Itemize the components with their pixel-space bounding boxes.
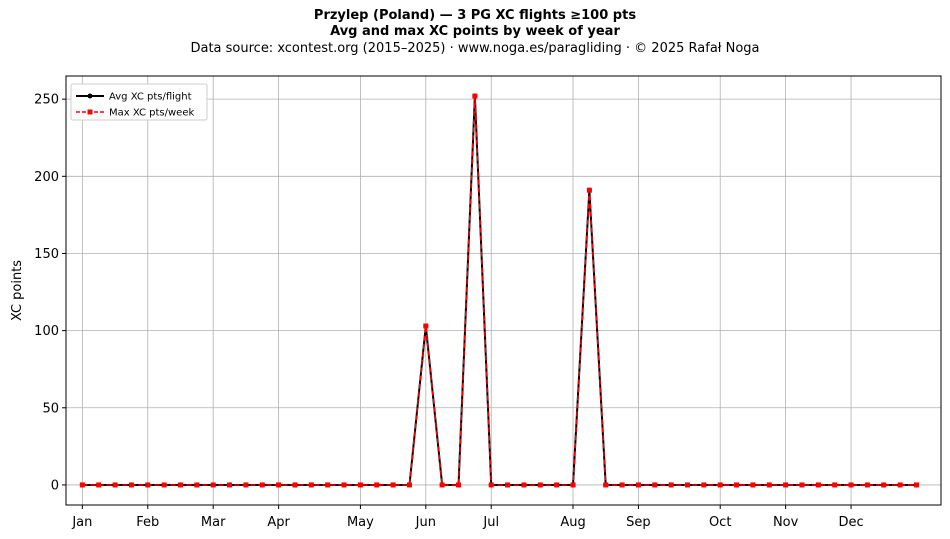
chart-source-note: Data source: xcontest.org (2015–2025) · …	[190, 41, 760, 56]
y-tick-label: 50	[42, 401, 59, 416]
data-point-max	[864, 482, 870, 488]
data-point-max	[390, 482, 396, 488]
data-point-max	[750, 482, 756, 488]
legend-box	[70, 83, 208, 121]
data-point-max	[128, 482, 134, 488]
data-point-max	[243, 482, 249, 488]
legend-label: Avg XC pts/flight	[109, 92, 192, 103]
data-point-max	[848, 482, 854, 488]
data-point-max	[635, 482, 641, 488]
data-point-max	[717, 482, 723, 488]
x-tick-label: Oct	[709, 515, 731, 530]
data-point-max	[897, 482, 903, 488]
legend: Avg XC pts/flight Max XC pts/week	[70, 83, 208, 121]
legend-label: Max XC pts/week	[109, 108, 194, 119]
data-point-max	[684, 482, 690, 488]
data-point-max	[554, 482, 560, 488]
data-point-max	[357, 482, 363, 488]
x-tick-label: Apr	[267, 515, 290, 530]
plot-frame	[65, 75, 942, 506]
x-tick-label: May	[347, 515, 374, 530]
data-point-max	[799, 482, 805, 488]
data-point-max	[96, 482, 102, 488]
y-tick-label: 150	[34, 247, 59, 262]
y-axis-label: XC points	[10, 260, 25, 321]
data-point-max	[374, 482, 380, 488]
data-point-max	[472, 93, 478, 99]
data-point-max	[406, 482, 412, 488]
legend-swatch-marker	[87, 93, 93, 99]
data-point-max	[881, 482, 887, 488]
data-point-max	[668, 482, 674, 488]
y-tick-label: 0	[51, 478, 59, 493]
data-point-max	[259, 482, 265, 488]
data-point-max	[832, 482, 838, 488]
data-point-max	[276, 482, 282, 488]
data-point-max	[619, 482, 625, 488]
x-tick-label: Jan	[71, 515, 92, 530]
data-point-max	[537, 482, 543, 488]
data-point-max	[783, 482, 789, 488]
grid-lines	[66, 76, 941, 505]
x-tick-label: Jun	[415, 515, 436, 530]
data-point-max	[439, 482, 445, 488]
x-tick-label: Jul	[482, 515, 499, 530]
y-tick-label: 200	[34, 170, 59, 185]
data-point-max	[341, 482, 347, 488]
x-tick-label: Aug	[560, 515, 585, 530]
data-point-max	[488, 482, 494, 488]
axis-ticks: 0 50 100 150 200 250 Jan Feb Mar Apr May Jun Jul Aug S…	[34, 93, 863, 530]
x-tick-label: Feb	[136, 515, 159, 530]
series-line-0	[82, 95, 917, 486]
data-point-max	[913, 482, 919, 488]
series-line-1	[82, 95, 917, 486]
data-point-max	[210, 482, 216, 488]
data-point-max	[766, 482, 772, 488]
data-point-max	[308, 482, 314, 488]
data-point-max	[194, 482, 200, 488]
data-point-max	[145, 482, 151, 488]
data-point-max	[570, 482, 576, 488]
x-tick-label: Dec	[838, 515, 863, 530]
data-point-max	[521, 482, 527, 488]
data-point-max	[603, 482, 609, 488]
x-tick-label: Sep	[626, 515, 651, 530]
legend-swatch-marker	[87, 109, 93, 115]
series-layer	[79, 93, 919, 488]
chart-subtitle: Avg and max XC points by week of year	[330, 24, 620, 39]
data-point-max	[456, 482, 462, 488]
data-point-max	[815, 482, 821, 488]
data-point-max	[652, 482, 658, 488]
data-point-max	[292, 482, 298, 488]
data-point-max	[79, 482, 85, 488]
x-tick-label: Mar	[201, 515, 226, 530]
chart-title: Przylep (Poland) — 3 PG XC flights ≥100 …	[313, 8, 637, 23]
data-point-max	[734, 482, 740, 488]
data-point-max	[586, 187, 592, 193]
data-point-max	[161, 482, 167, 488]
y-tick-label: 250	[34, 93, 59, 108]
x-tick-label: Nov	[773, 515, 799, 530]
y-tick-label: 100	[34, 324, 59, 339]
data-point-max	[701, 482, 707, 488]
data-point-max	[325, 482, 331, 488]
data-point-max	[112, 482, 118, 488]
data-point-max	[423, 323, 429, 329]
data-point-max	[177, 482, 183, 488]
chart-title-block: Przylep (Poland) — 3 PG XC flights ≥100 …	[0, 8, 950, 58]
data-point-max	[505, 482, 511, 488]
data-point-max	[227, 482, 233, 488]
